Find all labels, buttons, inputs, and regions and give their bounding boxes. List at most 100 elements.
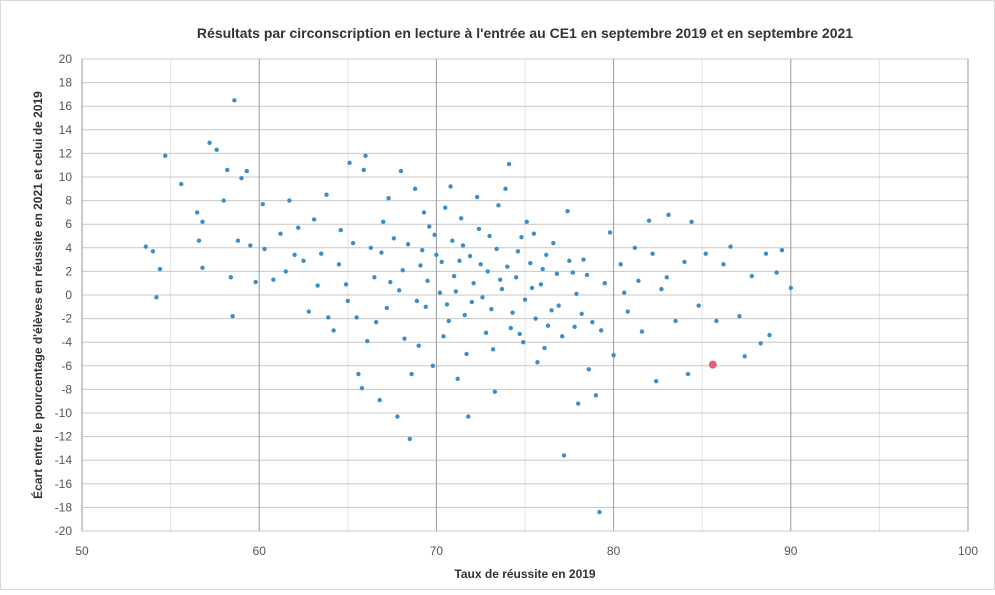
point: [455, 376, 460, 381]
point: [260, 201, 265, 207]
x-tick-label: 90: [784, 544, 798, 558]
point: [425, 278, 430, 284]
point: [618, 262, 623, 267]
point: [414, 298, 420, 304]
point: [528, 260, 533, 266]
x-tick-label: 60: [253, 544, 267, 558]
point: [542, 345, 547, 351]
point: [503, 186, 508, 191]
point: [228, 275, 234, 280]
point: [315, 283, 320, 288]
point: [200, 265, 205, 271]
point: [570, 270, 576, 275]
point: [239, 175, 244, 181]
point: [391, 236, 397, 241]
point: [469, 299, 475, 305]
point: [763, 251, 769, 256]
y-tick-label: 0: [65, 288, 72, 302]
point: [343, 282, 349, 287]
point: [225, 167, 230, 173]
point: [598, 328, 604, 333]
x-tick-label: 80: [607, 544, 621, 558]
point: [749, 273, 755, 279]
point: [492, 389, 498, 394]
y-tick-label: 8: [65, 194, 72, 208]
point: [157, 266, 163, 272]
point: [446, 318, 452, 324]
point: [579, 311, 584, 317]
point: [480, 295, 485, 300]
point: [356, 371, 361, 377]
point: [412, 186, 418, 191]
point: [505, 264, 510, 269]
point: [154, 295, 159, 300]
point: [517, 331, 522, 337]
point: [311, 217, 317, 222]
point: [584, 272, 590, 278]
point: [338, 227, 343, 233]
y-tick-label: 18: [59, 76, 73, 90]
point: [214, 147, 219, 153]
point: [409, 371, 414, 377]
point: [460, 243, 466, 248]
point: [457, 258, 462, 263]
point: [244, 168, 249, 174]
point: [253, 279, 258, 285]
y-tick-label: -10: [55, 406, 73, 420]
point: [650, 251, 655, 256]
point: [381, 219, 386, 225]
point: [521, 340, 526, 345]
point: [221, 198, 226, 203]
point: [476, 226, 482, 232]
point: [361, 167, 366, 173]
point: [549, 308, 554, 313]
point: [143, 244, 148, 249]
y-tick-label: -12: [55, 430, 73, 444]
point: [531, 231, 537, 236]
y-tick-label: -4: [61, 335, 72, 349]
point: [540, 266, 545, 272]
point: [499, 286, 505, 292]
point: [462, 312, 467, 318]
point: [365, 338, 370, 344]
point: [471, 281, 476, 286]
point: [597, 509, 602, 515]
point: [466, 414, 471, 419]
point: [292, 252, 297, 258]
point: [673, 318, 678, 324]
point: [545, 323, 551, 328]
point: [737, 314, 742, 319]
point: [278, 231, 283, 236]
point: [418, 263, 423, 268]
point: [347, 160, 352, 166]
point: [728, 244, 733, 249]
point: [581, 257, 586, 262]
point: [560, 334, 565, 339]
point: [767, 332, 772, 338]
x-tick-label: 100: [958, 544, 978, 558]
point: [622, 290, 627, 295]
point: [522, 297, 528, 302]
point: [510, 310, 515, 315]
point: [451, 273, 457, 279]
point: [423, 304, 428, 309]
point: [565, 209, 570, 214]
point: [441, 334, 446, 339]
y-tick-label: 4: [65, 241, 72, 255]
chart-title: Résultats par circonscription en lecture…: [197, 25, 853, 41]
point: [779, 247, 785, 253]
point: [372, 275, 377, 280]
point: [235, 238, 241, 243]
point: [489, 306, 494, 312]
point: [459, 216, 464, 221]
point: [513, 275, 519, 280]
point: [721, 262, 726, 267]
point: [506, 161, 512, 167]
point: [497, 277, 503, 282]
point: [508, 325, 514, 331]
point: [611, 352, 616, 358]
y-tick-label: -20: [55, 524, 73, 538]
x-axis-label: Taux de réussite en 2019: [454, 567, 596, 581]
